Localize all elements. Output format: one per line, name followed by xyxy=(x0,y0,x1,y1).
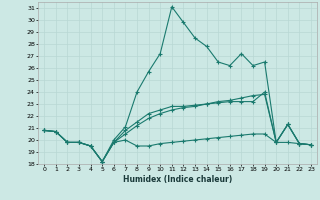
X-axis label: Humidex (Indice chaleur): Humidex (Indice chaleur) xyxy=(123,175,232,184)
